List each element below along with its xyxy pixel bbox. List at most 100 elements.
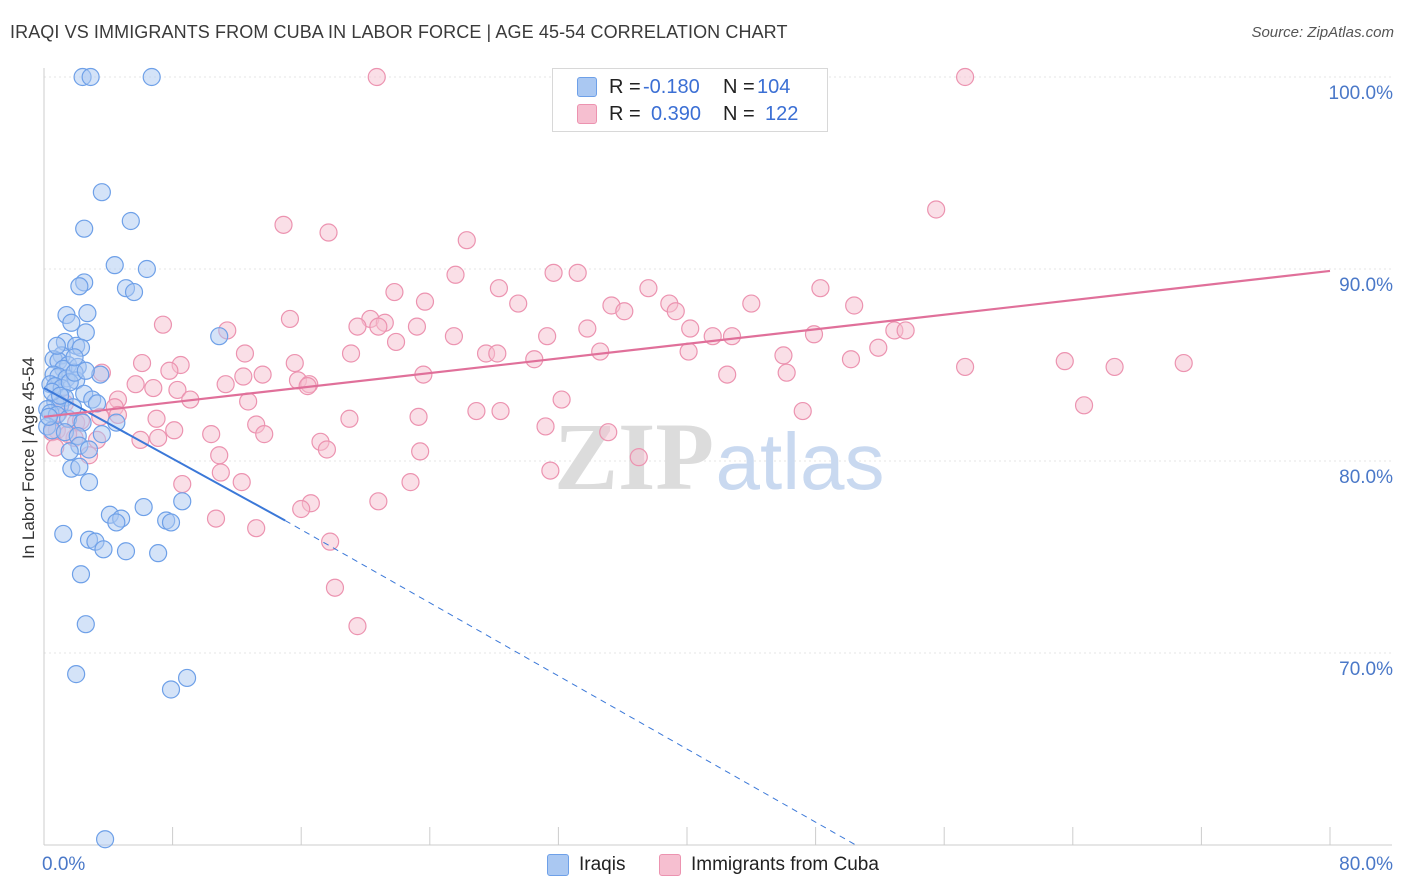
cuba-point (811, 279, 830, 298)
cuba-point (489, 279, 509, 298)
cuba-point (274, 215, 293, 234)
y-tick-label: 80.0% (1339, 467, 1393, 488)
cuba-point (369, 317, 388, 336)
cuba-point (411, 442, 430, 461)
cuba-point (679, 342, 698, 361)
bottom-legend-label-cuba: Immigrants from Cuba (691, 854, 879, 875)
iraqis-trend-line (43, 387, 286, 522)
iraqi-point (107, 513, 126, 532)
cuba-point (599, 423, 618, 442)
cuba-point (955, 357, 975, 377)
cuba-point (457, 231, 476, 250)
cuba-point (385, 282, 404, 302)
cuba-point (538, 327, 557, 346)
cuba-point (491, 401, 510, 421)
iraqi-point (121, 211, 140, 231)
cuba-point (777, 363, 796, 382)
iraqi-point (124, 282, 144, 302)
iraqi-point (105, 256, 124, 275)
cuba-point (131, 430, 150, 449)
series-iraqis-points (38, 67, 229, 849)
cuba-point (280, 309, 300, 329)
cuba-point (722, 327, 742, 346)
cuba-point (153, 315, 173, 334)
cuba-point (401, 473, 420, 492)
iraqi-point (95, 830, 115, 849)
cuba-point (774, 346, 793, 365)
chart-title: IRAQI VS IMMIGRANTS FROM CUBA IN LABOR F… (10, 22, 788, 42)
cuba-point (160, 361, 179, 380)
cuba-point (1074, 396, 1094, 415)
cuba-point (541, 461, 560, 480)
cuba-point (845, 296, 864, 315)
cuba-point (206, 509, 226, 528)
iraqi-point (149, 544, 168, 563)
legend-r-value: -0.180 (643, 75, 700, 98)
iraqi-point (137, 259, 156, 279)
cuba-point (144, 378, 163, 398)
iraqi-point (79, 473, 99, 492)
iraqi-point (173, 492, 192, 511)
chart-source: Source: ZipAtlas.com (1251, 24, 1394, 41)
cuba-point (386, 332, 406, 352)
cuba-point (639, 279, 658, 298)
cuba-point (216, 375, 235, 394)
legend-n-label: N = (723, 102, 755, 125)
cuba-point (165, 421, 184, 440)
bottom-legend-label-iraqis: Iraqis (579, 854, 626, 875)
cuba-point (1105, 357, 1124, 377)
watermark-atlas: atlas (716, 417, 885, 506)
cuba-point (488, 344, 507, 363)
cuba-point (210, 446, 229, 465)
cuba-point (407, 317, 427, 336)
cuba-point (173, 474, 192, 494)
cuba-point (409, 407, 428, 426)
iraqi-point (142, 67, 161, 87)
iraqi-point (78, 304, 97, 323)
x-tick-label: 80.0% (1339, 854, 1393, 875)
cuba-trend-line (43, 269, 1331, 418)
cuba-point (348, 317, 367, 336)
cuba-point (896, 321, 915, 340)
iraqis-trend-extension (284, 520, 857, 846)
cuba-point (325, 578, 345, 597)
stats-legend: R = -0.180 N = 104 R = 0.390 N = 122 (552, 68, 828, 132)
cuba-point (444, 327, 464, 346)
cuba-point (509, 294, 528, 313)
y-axis-label: In Labor Force | Age 45-54 (19, 357, 38, 559)
legend-r-label: R = (609, 102, 641, 125)
cuba-point (869, 338, 888, 357)
cuba-point (348, 617, 367, 636)
cuba-point (841, 350, 861, 369)
iraqi-point (71, 565, 91, 584)
cuba-point (793, 401, 812, 421)
cuba-point (927, 200, 946, 219)
iraqi-point (47, 336, 66, 355)
bottom-legend-cuba: Immigrants from Cuba (659, 852, 879, 878)
iraqi-point (92, 425, 111, 444)
cuba-point (666, 302, 685, 321)
cuba-point (415, 292, 435, 311)
tick-labels: 70.0% 80.0% 90.0% 100.0% 0.0% 80.0% (42, 83, 1393, 875)
iraqi-point (116, 542, 136, 561)
cuba-point (681, 319, 700, 338)
iraqi-point (210, 327, 229, 346)
legend-n-value: 104 (757, 75, 791, 98)
iraqi-point (75, 219, 94, 238)
iraqi-point (79, 440, 99, 459)
iraqi-point (67, 665, 86, 684)
iraqi-point (81, 67, 100, 87)
cuba-point (149, 428, 168, 448)
y-tick-label: 90.0% (1339, 275, 1393, 296)
bottom-legend-swatch-iraqis (547, 854, 569, 876)
legend-r-label: R = (609, 75, 641, 98)
cuba-point (446, 265, 465, 284)
iraqi-point (60, 442, 79, 461)
cuba-point (1055, 352, 1074, 371)
cuba-point (232, 473, 251, 492)
cuba-point (168, 380, 187, 400)
legend-n-value: 122 (765, 102, 799, 125)
cuba-point (615, 302, 634, 321)
